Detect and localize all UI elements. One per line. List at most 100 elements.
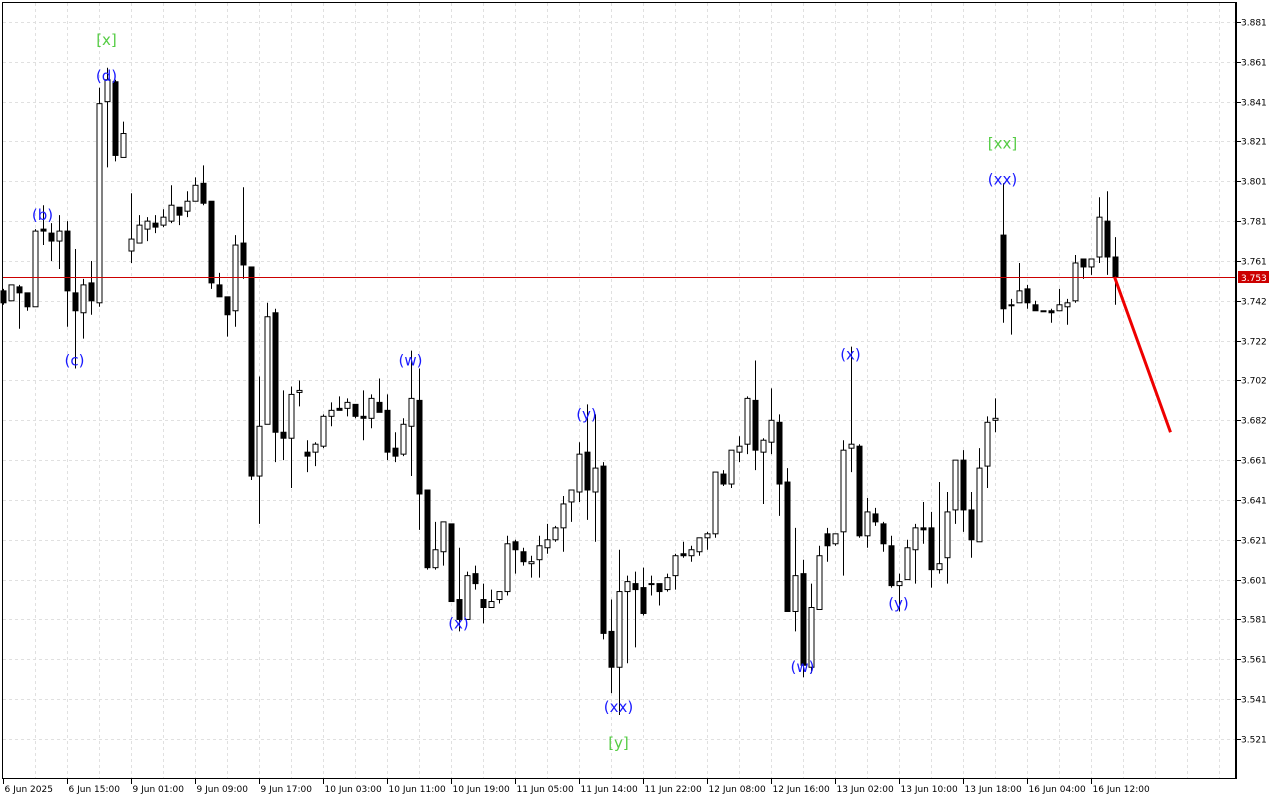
candle [792,527,799,632]
candle-body-bear [640,587,647,614]
candle [984,416,991,489]
candle-body-bear [720,473,727,485]
candle-body-bear [1032,304,1039,312]
candle-body-bear [1000,234,1007,310]
candle [280,390,287,461]
candle [584,404,591,520]
candle-body-bear [392,447,399,457]
x-tick-label: 10 Jun 11:00 [389,785,446,795]
candle [1032,300,1039,312]
candle-body-bull [528,561,535,565]
candle-body-bear [72,292,79,312]
candle-body-bear [0,290,7,304]
y-tick-label: 3.682 [1241,417,1267,427]
x-tick-label: 10 Jun 19:00 [453,785,510,795]
candle [184,191,191,218]
candle-body-bull [1056,304,1063,312]
candle-body-bear [472,573,479,585]
candle-body-bull [936,563,943,571]
wave-label: (d) [96,67,117,85]
candle [968,491,975,558]
y-tick-label: 3.761 [1241,258,1267,268]
candle [352,403,359,419]
candle [344,398,351,417]
candle-body-bull [136,224,143,244]
candle [472,565,479,590]
candle [200,165,207,206]
x-tick-label: 11 Jun 14:00 [581,785,638,795]
candle [904,539,911,581]
candle-body-bull [912,527,919,551]
candle [704,531,711,550]
candle-body-bull [896,581,903,587]
candle [568,489,575,522]
candle-body-bear [280,431,287,439]
y-tick-label: 3.801 [1241,178,1267,188]
candle-body-bull [464,575,471,620]
price-axis[interactable]: 3.881 3.861 3.841 3.821 3.801 3.781 3.761 3.742… [1237,19,1267,746]
candle-body-bear [584,451,591,491]
x-tick-label: 9 Jun 09:00 [197,785,249,795]
candle [488,589,495,609]
candle-body-bull [568,489,575,503]
candle-body-bull [408,397,415,427]
candle-body-bear [352,403,359,417]
candle [640,567,647,616]
time-axis[interactable]: 6 Jun 2025 6 Jun 15:00 9 Jun 01:00 9 Jun 09… [3,779,1150,795]
candle-body-bull [792,575,799,612]
candle-body-bull [96,103,103,304]
candle-body-bull [672,555,679,577]
candle [400,418,407,457]
candle [760,438,767,504]
candle-body-bear [88,282,95,302]
wave-label: (y) [576,405,597,423]
candle [136,215,143,244]
candle [464,571,471,620]
candle [368,394,375,429]
candle [1040,310,1047,313]
candle-body-bull [432,549,439,569]
candle [64,221,71,327]
current-price-tag: 3.753 [1238,271,1269,284]
candle-body-bear [240,242,247,266]
candle-body-bear [1080,258,1087,268]
candle [128,193,135,263]
candle [520,547,527,566]
candle [1016,262,1023,304]
candle-body-bull [504,543,511,593]
y-tick-label: 3.841 [1241,99,1267,109]
candle-body-bull [976,467,983,543]
y-tick-label: 3.742 [1241,298,1267,308]
candle [88,260,95,315]
candle [24,292,31,311]
candle [392,432,399,463]
wave-label: [x] [96,31,117,49]
candle-body-bull [696,537,703,553]
candle-body-bull [256,425,263,477]
candle [776,414,783,516]
candle-body-bear [1104,220,1111,258]
candle [808,583,815,674]
candle [312,442,319,467]
candle-body-bear [416,399,423,495]
candle [456,547,463,632]
y-tick-label: 3.581 [1241,616,1267,626]
candle [176,206,183,226]
candle [72,249,79,369]
candle-body-bear [1112,256,1119,278]
candle [168,185,175,224]
candle [448,523,455,603]
candles [0,67,1119,716]
candle-body-bull [56,230,63,242]
wave-label: [xx] [988,134,1017,152]
candle [552,525,559,542]
candle-body-bull [1096,216,1103,258]
candle [416,368,423,530]
candle-body-bear [24,292,31,308]
candle [152,215,159,234]
candle-body-bear [480,599,487,609]
candle-body-bear [64,230,71,292]
candle-body-bull [1016,290,1023,304]
candle [656,583,663,606]
